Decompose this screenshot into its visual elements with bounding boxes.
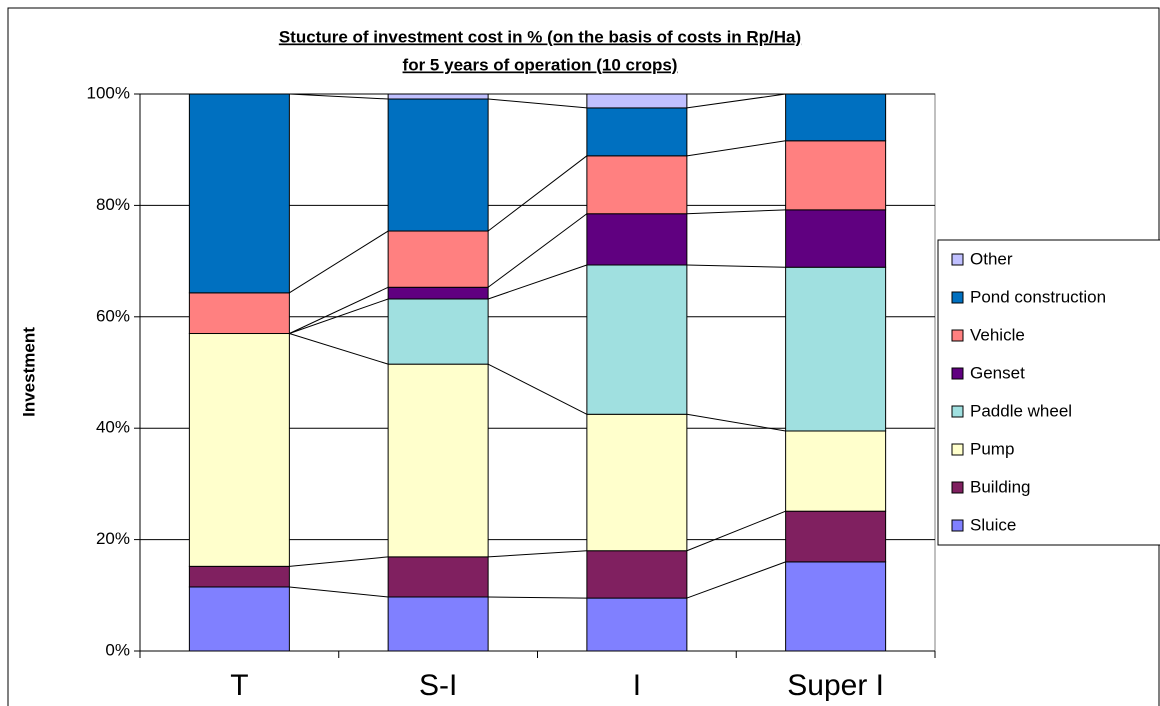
- bar-segment: [387, 596, 489, 652]
- series-line: [488, 550, 587, 558]
- y-tick-label: 80%: [96, 195, 130, 214]
- legend-label: Building: [970, 477, 1031, 496]
- bar-segment: [387, 93, 489, 100]
- legend-label: Sluice: [970, 515, 1016, 534]
- series-line: [686, 264, 786, 268]
- chart-title: Stucture of investment cost in % (on the…: [279, 27, 801, 46]
- legend-swatch: [951, 405, 964, 418]
- bar-segment: [387, 556, 489, 598]
- legend-swatch: [951, 367, 964, 380]
- series-line: [488, 98, 587, 109]
- bar-segment: [586, 213, 688, 266]
- bar-segment: [586, 107, 688, 157]
- y-tick-label: 0%: [105, 640, 130, 659]
- legend-swatch: [951, 291, 964, 304]
- series-line: [686, 140, 786, 157]
- legend-swatch: [951, 481, 964, 494]
- bar-segment: [785, 209, 887, 268]
- series-line: [686, 93, 786, 109]
- legend-swatch: [951, 329, 964, 342]
- bar-segment: [188, 333, 290, 567]
- series-line: [289, 230, 389, 294]
- legend: [937, 239, 1160, 546]
- chart-title: for 5 years of operation (10 crops): [403, 55, 678, 74]
- bar-segment: [586, 413, 688, 552]
- y-tick-label: 60%: [96, 306, 130, 325]
- bar-segment: [785, 93, 887, 142]
- bar-segment: [387, 286, 489, 300]
- x-tick-label: S-I: [419, 669, 457, 702]
- bar-segment: [586, 264, 688, 415]
- series-line: [686, 209, 786, 215]
- bar-segment: [785, 510, 887, 563]
- bar-segment: [785, 266, 887, 432]
- series-line: [289, 286, 389, 334]
- bar-segment: [586, 597, 688, 652]
- x-tick-label: T: [230, 669, 248, 702]
- series-line: [487, 363, 588, 415]
- legend-swatch: [951, 443, 964, 456]
- y-tick-label: 40%: [96, 418, 130, 437]
- series-line: [289, 586, 389, 598]
- series-line: [686, 561, 786, 599]
- legend-swatch: [951, 253, 964, 266]
- legend-label: Pump: [970, 439, 1014, 458]
- y-tick-label: 100%: [87, 83, 130, 102]
- y-tick-label: 20%: [96, 529, 130, 548]
- bar-segment: [586, 93, 688, 109]
- series-line: [289, 556, 389, 567]
- series-line: [487, 213, 588, 288]
- legend-label: Other: [970, 249, 1013, 268]
- bar-segment: [188, 565, 290, 588]
- legend-swatch: [951, 519, 964, 532]
- bar-segment: [785, 140, 887, 211]
- series-line: [686, 510, 786, 552]
- series-line: [488, 596, 587, 599]
- series-line: [686, 413, 786, 432]
- bar-segment: [586, 155, 688, 215]
- series-line: [487, 264, 588, 300]
- bar-segment: [785, 430, 887, 512]
- bar-segment: [188, 586, 290, 652]
- y-axis-label: Investment: [19, 327, 38, 417]
- x-tick-label: I: [633, 669, 641, 702]
- series-line: [289, 333, 389, 365]
- x-tick-label: Super I: [787, 669, 884, 702]
- series-line: [487, 155, 588, 232]
- bar-segment: [387, 298, 489, 365]
- bar-segment: [387, 363, 489, 558]
- legend-label: Pond construction: [970, 287, 1106, 306]
- bar-segment: [188, 292, 290, 335]
- bar-segment: [387, 98, 489, 232]
- bar-segment: [387, 230, 489, 288]
- bar-segment: [586, 550, 688, 599]
- legend-label: Vehicle: [970, 325, 1025, 344]
- series-line: [289, 298, 389, 334]
- bar-segment: [188, 93, 290, 294]
- legend-label: Paddle wheel: [970, 401, 1072, 420]
- bar-segment: [785, 561, 887, 652]
- series-line: [289, 93, 389, 100]
- legend-label: Genset: [970, 363, 1025, 382]
